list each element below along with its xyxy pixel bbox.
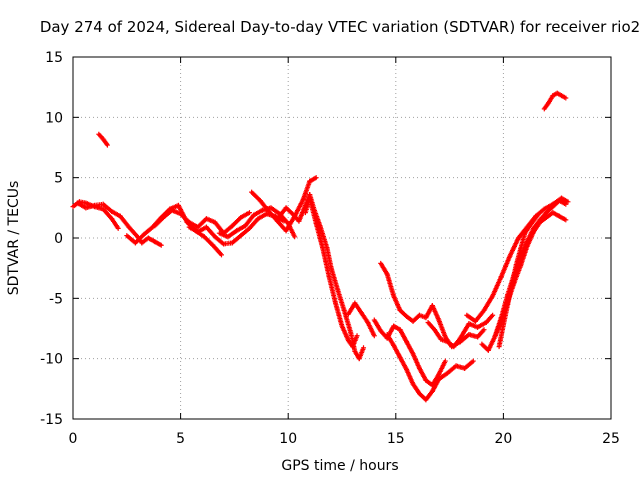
data-series-12 <box>371 317 448 388</box>
data-series-18 <box>496 212 541 350</box>
x-tick-label: 20 <box>494 431 512 447</box>
data-series-14 <box>425 312 496 350</box>
x-tick-label: 5 <box>176 431 185 447</box>
data-point <box>354 333 360 339</box>
data-series-4 <box>152 207 252 236</box>
data-point <box>563 95 569 101</box>
x-tick-label: 10 <box>279 431 297 447</box>
data-point <box>563 201 569 207</box>
y-tick-label: 10 <box>45 110 63 126</box>
data-series-9 <box>302 195 360 350</box>
data-point <box>158 242 164 248</box>
x-axis-label: GPS time / hours <box>281 458 398 474</box>
data-series-19 <box>541 90 569 112</box>
y-tick-label: 15 <box>45 50 63 66</box>
y-tick-label: -15 <box>40 412 63 428</box>
tick-layer: 0 5 10 15 20 25 15 10 5 0 -5 -10 -15 <box>40 50 620 447</box>
data-point <box>470 358 476 364</box>
data-point <box>361 345 367 351</box>
y-tick-label: -5 <box>49 291 63 307</box>
chart-title: Day 274 of 2024, Sidereal Day-to-day VTE… <box>40 18 640 36</box>
data-point <box>115 225 121 231</box>
x-tick-label: 25 <box>602 431 620 447</box>
y-tick-label: -10 <box>40 352 63 368</box>
data-point <box>442 358 448 364</box>
data-series-8 <box>277 192 367 362</box>
data-point <box>535 212 541 218</box>
data-series-13 <box>384 332 476 403</box>
data-series-1 <box>74 200 164 248</box>
data-point <box>246 210 252 216</box>
x-tick-label: 0 <box>69 431 78 447</box>
data-point <box>313 175 319 181</box>
grid-layer <box>73 57 611 419</box>
data-point <box>490 312 496 318</box>
y-axis-label: SDTVAR / TECUs <box>6 181 22 296</box>
y-tick-label: 0 <box>54 231 63 247</box>
data-series-11 <box>378 260 487 350</box>
data-point <box>104 142 110 148</box>
marks-layer <box>70 90 571 403</box>
data-series-2 <box>96 131 110 148</box>
y-tick-label: 5 <box>54 171 63 187</box>
data-point <box>218 252 224 258</box>
data-series-5 <box>186 211 287 247</box>
data-series-10 <box>345 300 377 339</box>
data-point <box>481 327 487 333</box>
data-point <box>563 217 569 223</box>
x-tick-label: 15 <box>387 431 405 447</box>
data-point <box>371 333 377 339</box>
data-point <box>292 234 298 240</box>
